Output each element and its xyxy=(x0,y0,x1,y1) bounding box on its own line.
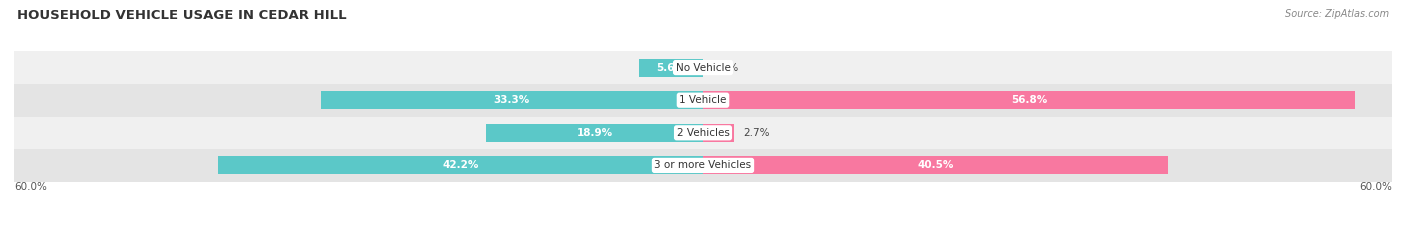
Text: 0.0%: 0.0% xyxy=(713,63,738,72)
Text: 18.9%: 18.9% xyxy=(576,128,613,138)
Text: 42.2%: 42.2% xyxy=(443,161,479,170)
Bar xyxy=(638,58,703,76)
Text: Source: ZipAtlas.com: Source: ZipAtlas.com xyxy=(1285,9,1389,19)
Text: 40.5%: 40.5% xyxy=(917,161,953,170)
Bar xyxy=(703,124,734,142)
Bar xyxy=(321,91,703,109)
Bar xyxy=(14,51,1392,84)
Text: 1 Vehicle: 1 Vehicle xyxy=(679,95,727,105)
Text: HOUSEHOLD VEHICLE USAGE IN CEDAR HILL: HOUSEHOLD VEHICLE USAGE IN CEDAR HILL xyxy=(17,9,346,22)
Bar xyxy=(703,91,1355,109)
Bar xyxy=(486,124,703,142)
Text: 33.3%: 33.3% xyxy=(494,95,530,105)
Text: No Vehicle: No Vehicle xyxy=(675,63,731,72)
Text: 3 or more Vehicles: 3 or more Vehicles xyxy=(654,161,752,170)
Bar xyxy=(218,157,703,174)
Text: 2.7%: 2.7% xyxy=(744,128,769,138)
Bar xyxy=(14,149,1392,182)
Text: 60.0%: 60.0% xyxy=(14,182,46,192)
Text: 60.0%: 60.0% xyxy=(1360,182,1392,192)
Bar xyxy=(14,116,1392,149)
Text: 56.8%: 56.8% xyxy=(1011,95,1047,105)
Text: 5.6%: 5.6% xyxy=(657,63,685,72)
Bar xyxy=(703,157,1168,174)
Bar xyxy=(14,84,1392,116)
Text: 2 Vehicles: 2 Vehicles xyxy=(676,128,730,138)
